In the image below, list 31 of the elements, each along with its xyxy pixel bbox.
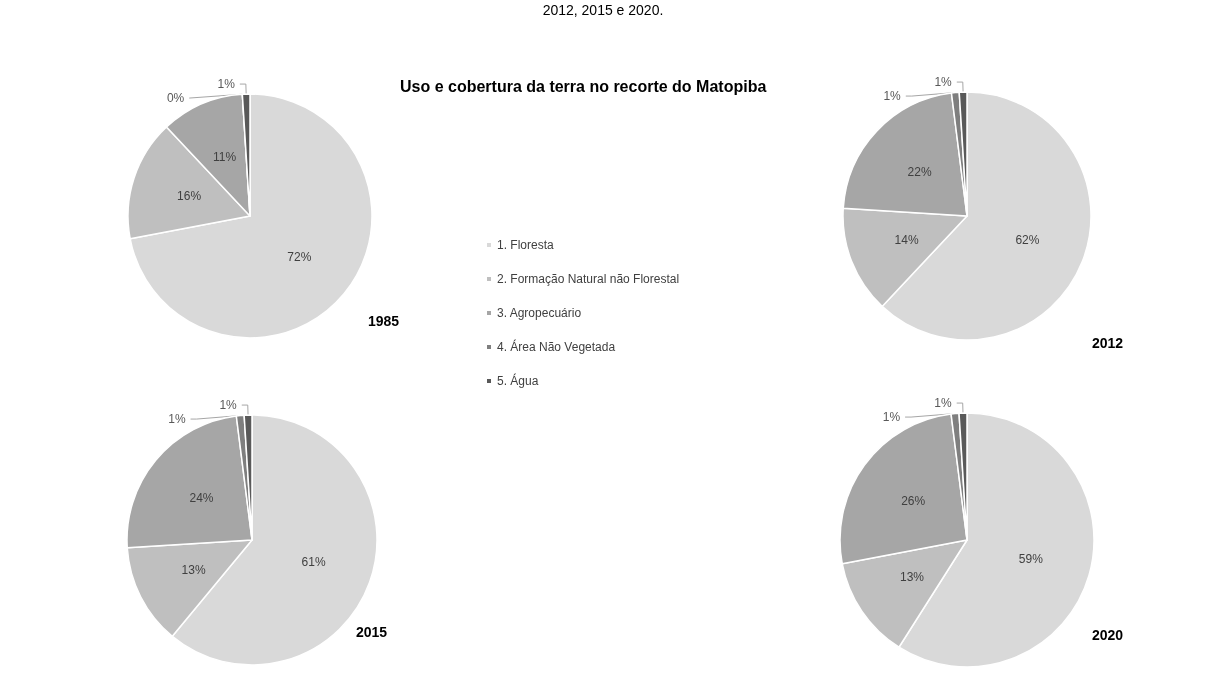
text: 2015	[356, 624, 388, 640]
data-label: 1%	[883, 89, 902, 104]
data-label: 22%	[907, 164, 932, 179]
data-label: 1%	[934, 75, 953, 90]
data-label: 14%	[894, 232, 919, 247]
data-label: 13%	[181, 562, 206, 577]
data-label: 1%	[168, 412, 186, 427]
data-label: 13%	[899, 570, 925, 585]
text: 2020	[1092, 627, 1124, 643]
legend-label: 5. Água	[497, 373, 539, 388]
legend-label: 2. Formação Natural não Florestal	[497, 272, 680, 286]
data-label: 1%	[217, 77, 236, 92]
data-label: 1%	[934, 396, 953, 411]
data-label: 72%	[287, 249, 312, 264]
legend-label: 1. Floresta	[497, 238, 555, 252]
data-label: 24%	[189, 491, 214, 506]
data-label: 11%	[213, 150, 237, 165]
text: 0%	[166, 91, 185, 106]
data-label: 16%	[177, 189, 202, 204]
chart-subtitle: Uso e cobertura da terra no recorte do Matopiba	[400, 77, 767, 95]
legend-label: 3. Agropecuário	[497, 306, 582, 320]
text: 1985	[368, 313, 400, 329]
legend-label: 4. Área Não Vegetada	[497, 339, 616, 354]
data-label: 61%	[301, 555, 326, 570]
data-label: 1%	[219, 398, 238, 413]
text: 2012, 2015 e 2020.	[541, 2, 665, 18]
data-label: 26%	[901, 493, 926, 508]
text: 2012	[1092, 335, 1124, 351]
data-label: 59%	[1018, 551, 1044, 566]
data-label: 62%	[1015, 232, 1040, 247]
data-label: 1%	[882, 410, 901, 425]
